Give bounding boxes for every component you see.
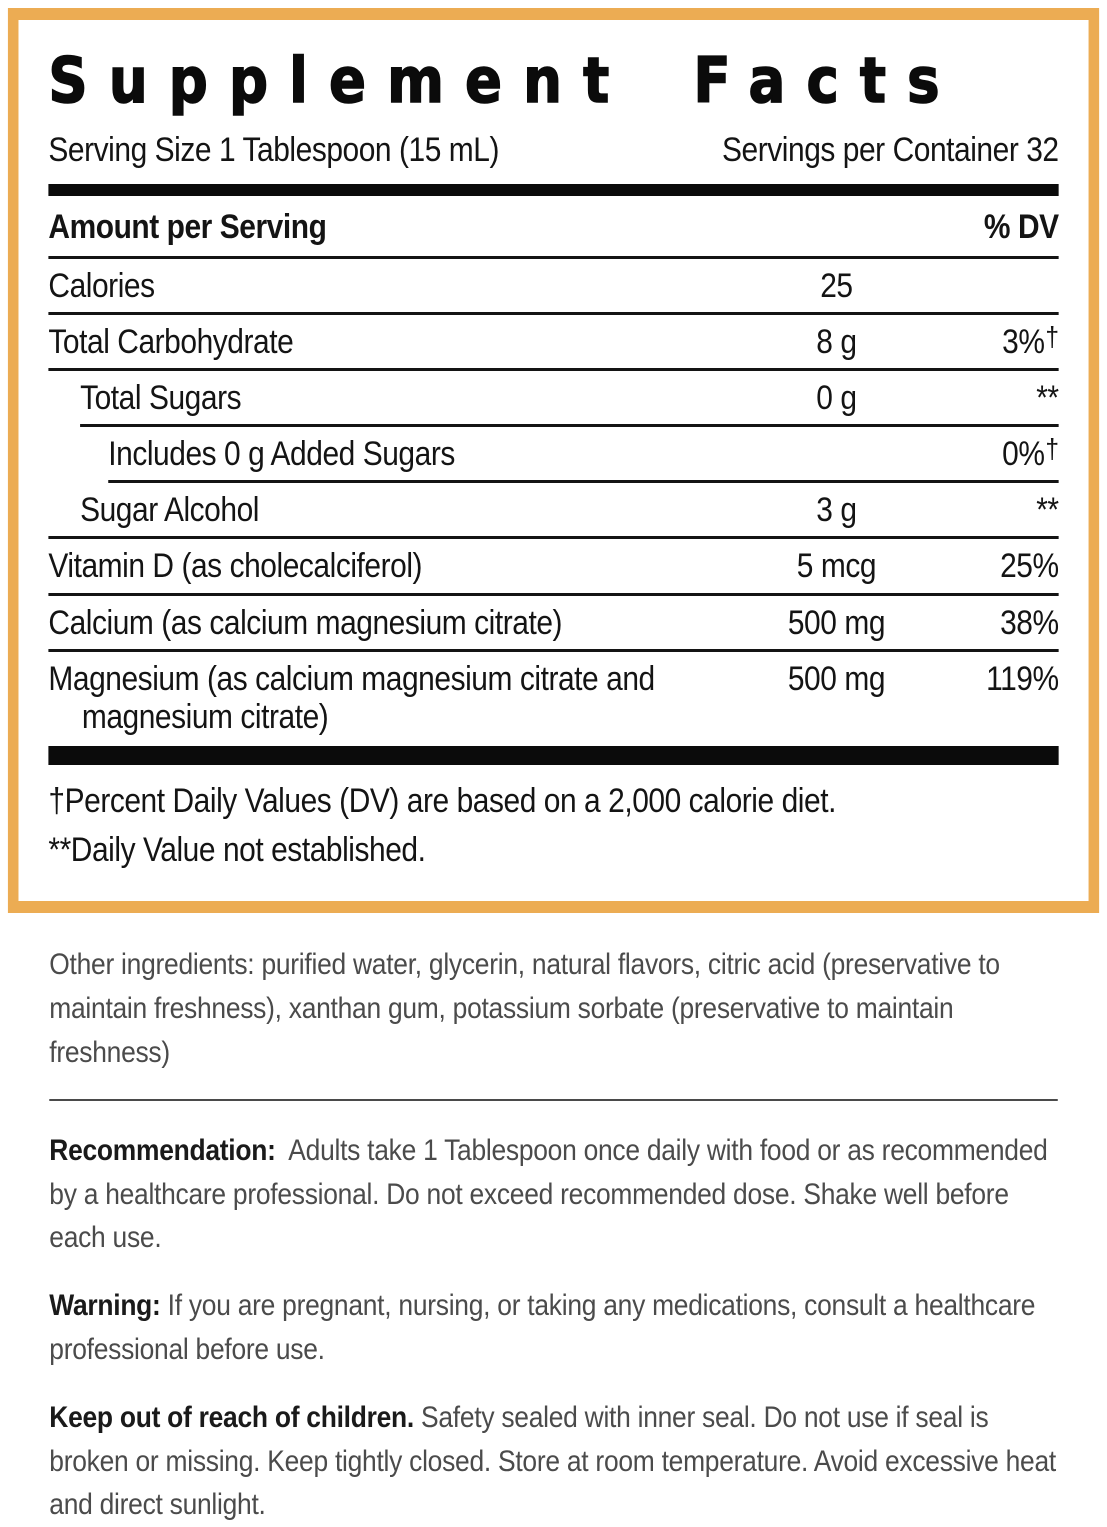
nutrient-row: Vitamin D (as cholecalciferol) 5 mcg 25% — [48, 539, 1059, 596]
nutrient-label: Total Carbohydrate — [48, 323, 294, 362]
nutrient-row: Calories 25 — [48, 259, 1059, 316]
nutrient-daily-value: 38% — [1000, 603, 1059, 642]
footnote-not-established: **Daily Value not established. — [48, 831, 426, 870]
supplementary-notes: Other ingredients: purified water, glyce… — [0, 913, 1107, 1527]
row-divider — [80, 424, 1059, 428]
nutrient-amount: 25 — [820, 267, 853, 306]
row-divider — [48, 536, 1059, 540]
nutrient-row: Calcium (as calcium magnesium citrate) 50… — [48, 596, 1059, 652]
notes-divider — [49, 1098, 1058, 1101]
nutrient-amount: 500 mg — [787, 603, 886, 642]
row-divider — [48, 368, 1059, 372]
nutrient-label: Calcium (as calcium magnesium citrate) — [48, 603, 563, 642]
column-header-row: Amount per Serving % DV — [48, 196, 1059, 260]
nutrient-daily-value: 0%† — [1002, 433, 1059, 474]
dagger-footnote-marker: † — [1045, 433, 1059, 465]
nutrient-row: Total Carbohydrate 8 g 3%† — [48, 315, 1059, 372]
panel-title: Supplement Facts — [48, 44, 961, 117]
nutrient-daily-value: ** — [1036, 491, 1059, 530]
nutrient-amount: 3 g — [816, 491, 857, 530]
warning-label: Warning: — [49, 1289, 161, 1323]
recommendation-label: Recommendation: — [49, 1133, 276, 1167]
row-divider — [48, 592, 1059, 596]
row-divider — [108, 480, 1059, 484]
row-divider — [48, 648, 1059, 652]
footnotes: †Percent Daily Values (DV) are based on … — [48, 777, 1058, 876]
nutrient-daily-value: 119% — [986, 659, 1059, 698]
warning-paragraph: Warning: If you are pregnant, nursing, o… — [49, 1284, 1057, 1372]
nutrient-daily-value: 3%† — [1002, 321, 1059, 362]
label-content: Supplement Facts Serving Size 1 Tablespo… — [0, 8, 1107, 1527]
other-ingredients-paragraph: Other ingredients: purified water, glyce… — [49, 943, 1057, 1074]
amount-per-serving-header: Amount per Serving — [48, 208, 327, 247]
nutrient-label: Total Sugars — [80, 379, 242, 418]
nutrient-row: Includes 0 g Added Sugars 0%† — [48, 427, 1059, 484]
nutrient-row: Sugar Alcohol 3 g ** — [48, 483, 1059, 540]
nutrient-amount: 5 mcg — [796, 547, 877, 586]
nutrient-label: Includes 0 g Added Sugars — [108, 435, 455, 474]
nutrient-amount: 0 g — [816, 379, 857, 418]
percent-dv-header: % DV — [983, 208, 1059, 247]
children-text: Safety sealed with inner seal. Do not us… — [49, 1400, 1056, 1522]
nutrient-row: Total Sugars 0 g ** — [48, 371, 1059, 428]
nutrient-rows: Calories 25 Total Carbohydrate 8 g 3%† Total … — [48, 259, 1059, 742]
serving-size-text: Serving Size 1 Tablespoon (15 mL) — [48, 131, 500, 170]
footnote-daily-values: †Percent Daily Values (DV) are based on … — [48, 781, 836, 820]
recommendation-paragraph: Recommendation: Adults take 1 Tablespoon… — [49, 1129, 1057, 1260]
row-divider — [48, 312, 1059, 316]
warning-text: If you are pregnant, nursing, or taking … — [49, 1289, 1036, 1366]
children-paragraph: Keep out of reach of children. Safety se… — [49, 1396, 1057, 1527]
recommendation-text: Adults take 1 Tablespoon once daily with… — [49, 1133, 1048, 1255]
other-ingredients-text: Other ingredients: purified water, glyce… — [49, 948, 1000, 1069]
nutrient-row: Magnesium (as calcium magnesium citrate … — [48, 652, 1059, 742]
serving-row: Serving Size 1 Tablespoon (15 mL) Servin… — [48, 131, 1059, 170]
nutrient-label: Calories — [48, 267, 155, 306]
nutrient-daily-value: 25% — [1000, 547, 1059, 586]
children-label: Keep out of reach of children. — [49, 1400, 414, 1434]
nutrient-amount: 500 mg — [787, 659, 886, 698]
nutrient-daily-value: ** — [1036, 379, 1059, 418]
nutrient-label: Vitamin D (as cholecalciferol) — [48, 547, 423, 586]
servings-per-container-text: Servings per Container 32 — [722, 131, 1059, 170]
dagger-footnote-marker: † — [1045, 321, 1059, 353]
supplement-facts-panel: Supplement Facts Serving Size 1 Tablespo… — [7, 8, 1100, 914]
nutrient-label: Magnesium (as calcium magnesium citrate … — [48, 659, 655, 736]
thick-separator-top — [48, 184, 1059, 197]
thick-separator-footnotes — [48, 745, 1059, 765]
nutrient-label: Sugar Alcohol — [80, 491, 259, 530]
nutrient-amount: 8 g — [816, 323, 857, 362]
